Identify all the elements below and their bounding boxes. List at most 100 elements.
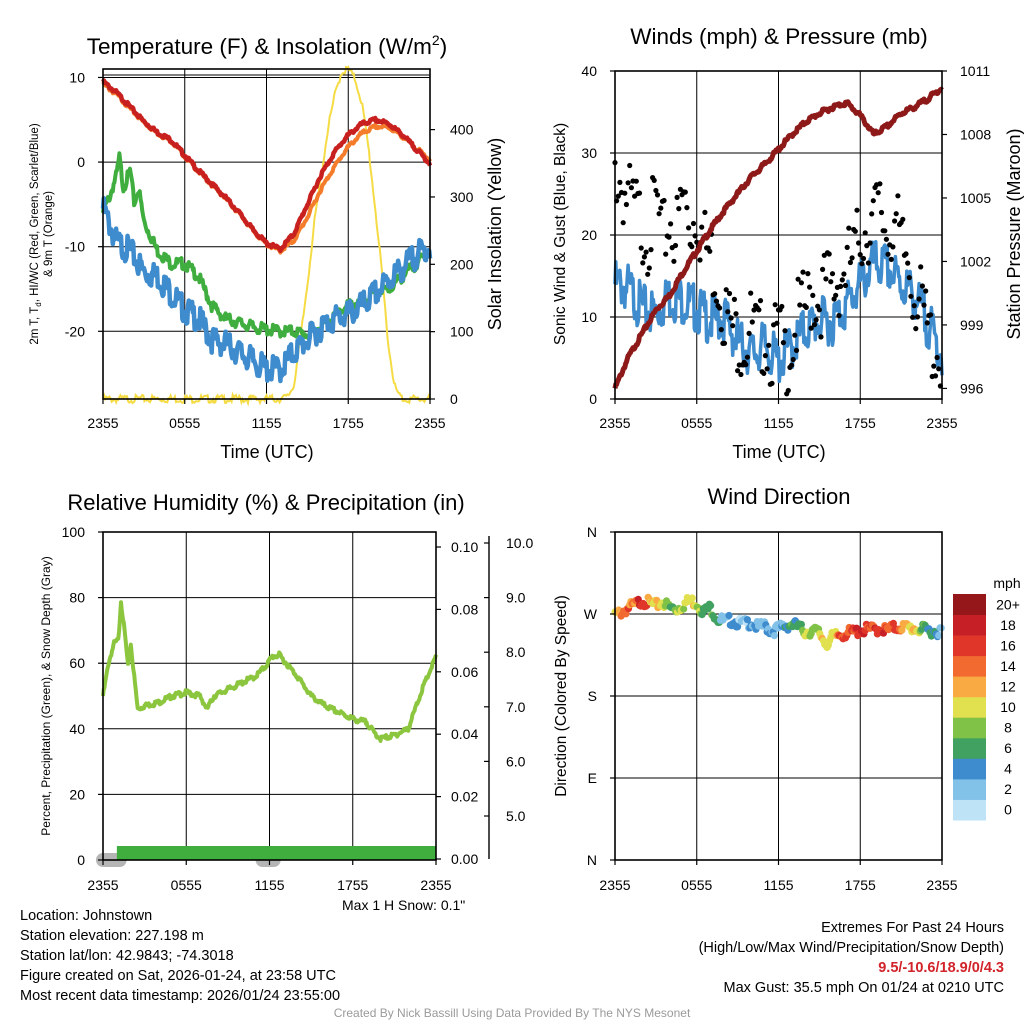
gust-point	[847, 259, 854, 266]
gust-point	[756, 307, 762, 313]
y-tick-label: 30	[581, 145, 597, 161]
legend-swatch	[953, 655, 986, 677]
gust-point	[735, 368, 741, 374]
gust-point	[661, 197, 667, 204]
y-tick-label: E	[588, 770, 597, 786]
gust-point	[620, 220, 626, 226]
y-tick-label: N	[587, 852, 597, 868]
y2-tick-label: 300	[450, 189, 474, 205]
x-tick-label: 2355	[87, 415, 118, 431]
legend-swatch	[953, 758, 986, 780]
gust-point	[905, 260, 911, 266]
gust-point	[813, 317, 819, 323]
legend-label: 2	[1004, 781, 1012, 797]
x-tick-label: 1755	[337, 877, 368, 893]
gust-point	[636, 190, 643, 196]
temperature-title: Temperature (F) & Insolation (W/m2)	[87, 32, 447, 59]
gust-point	[867, 240, 873, 246]
gust-point	[923, 288, 929, 294]
temperature-y-label-line2: & 9m T (Orange)	[43, 191, 55, 277]
gust-point	[924, 320, 930, 326]
station-info: Location: Johnstown Station elevation: 2…	[20, 906, 340, 1006]
gust-point	[807, 284, 813, 290]
legend-label: 0	[1004, 802, 1012, 818]
humidity-title: Relative Humidity (%) & Precipitation (i…	[67, 490, 464, 515]
y2-tick-label: 100	[450, 324, 474, 340]
y3-tick-label: 10.0	[506, 535, 533, 551]
y3-tick-label: 5.0	[506, 808, 526, 824]
gust-point	[743, 362, 749, 368]
gust-point	[684, 205, 690, 211]
humidity-y-ticks: 0 20 40 60 80 100	[62, 524, 103, 868]
gust-point	[725, 309, 731, 315]
gust-point	[689, 244, 695, 250]
gust-point	[797, 302, 803, 308]
gust-point	[713, 298, 720, 304]
gust-point	[764, 366, 770, 372]
max-snow-note: Max 1 H Snow: 0.1"	[342, 897, 466, 913]
gust-point	[654, 192, 661, 198]
x-tick-label: 0555	[681, 415, 712, 431]
direction-panel: Wind Direction 2355 0555 1155 1755 2355 N E S W…	[553, 484, 1021, 893]
gust-point	[800, 269, 806, 275]
y-tick-label: 20	[69, 786, 85, 802]
gust-point	[699, 224, 705, 230]
temperature-x-label: Time (UTC)	[220, 442, 313, 462]
gust-point	[671, 258, 677, 264]
x-tick-label: 0555	[169, 415, 200, 431]
gust-point	[748, 290, 754, 296]
x-tick-label: 2355	[599, 877, 630, 893]
winds-series	[612, 86, 944, 397]
gust-point	[707, 248, 713, 254]
station-elevation: Station elevation: 227.198 m	[20, 928, 204, 944]
humidity-grid	[103, 532, 436, 860]
gust-point	[839, 277, 845, 283]
gust-point	[810, 292, 816, 298]
y-tick-label: W	[584, 606, 598, 622]
direction-point	[879, 629, 888, 637]
gust-point	[854, 207, 860, 213]
temperature-y2-ticks: 0 100 200 300 400	[430, 122, 474, 407]
gust-point	[934, 354, 940, 361]
gust-point	[860, 255, 867, 262]
gust-point	[663, 251, 669, 257]
gust-point	[808, 325, 814, 331]
x-tick-label: 2355	[926, 415, 957, 431]
insolation-y-label: Solar Insolation (Yellow)	[485, 138, 505, 330]
direction-point	[935, 631, 943, 640]
gust-point	[697, 257, 703, 263]
gust-point	[785, 387, 791, 394]
gust-point	[883, 236, 890, 242]
gust-point	[749, 319, 755, 325]
gust-point	[702, 209, 708, 215]
gust-point	[862, 230, 868, 236]
x-tick-label: 1155	[763, 877, 793, 893]
gust-point	[712, 291, 718, 297]
gust-point	[820, 266, 826, 272]
gust-point	[738, 371, 744, 378]
legend-label: 16	[1000, 637, 1016, 653]
direction-point	[707, 602, 715, 610]
gust-point	[875, 190, 881, 196]
gust-point	[798, 280, 805, 286]
winds-y-label: Sonic Wind & Gust (Blue, Black)	[552, 123, 569, 345]
x-tick-label: 1755	[333, 415, 364, 431]
y2-tick-label: 0.00	[451, 851, 478, 867]
max-gust: Max Gust: 35.5 mph On 01/24 at 0210 UTC	[723, 980, 1004, 996]
gust-point	[766, 342, 772, 348]
gust-point	[640, 260, 646, 266]
x-tick-label: 2355	[926, 877, 957, 893]
gust-point	[826, 251, 832, 257]
legend-swatch	[953, 696, 986, 718]
gust-point	[692, 233, 698, 239]
gust-point	[641, 254, 648, 260]
gust-point	[717, 305, 723, 311]
extremes-values: 9.5/-10.6/18.9/0/4.3	[878, 960, 1004, 976]
humidity-y3-ticks: 5.0 6.0 7.0 8.0 9.0 10.0	[484, 535, 533, 859]
legend-swatch	[953, 676, 986, 698]
gust-point	[617, 179, 623, 185]
gust-point	[761, 370, 767, 376]
gust-point	[793, 347, 800, 353]
legend-swatch	[953, 799, 986, 821]
